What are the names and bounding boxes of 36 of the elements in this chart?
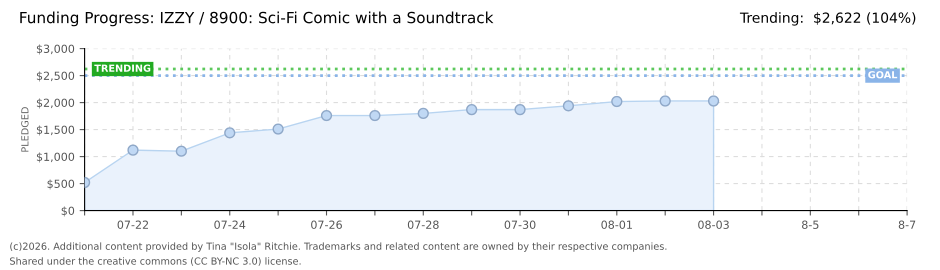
text: (c)2026. Additional content provided by Tina "Isola" Ritchie. Trademarks and related content are owned by their respective companies. — [10, 242, 666, 252]
y-tick-label: $2,000 — [36, 98, 74, 108]
x-tick-label: 08-03 — [698, 220, 729, 229]
y-axis-title: PLEDGED — [21, 107, 29, 152]
x-tick-label: 07-24 — [214, 220, 246, 229]
y-tick-label: $1,500 — [36, 125, 74, 136]
point — [466, 104, 478, 116]
ref-line-label: GOAL — [868, 71, 898, 78]
point — [514, 104, 526, 116]
point — [127, 144, 139, 156]
ref-line-label: TRENDING — [94, 64, 150, 72]
point — [708, 95, 720, 107]
point — [418, 108, 429, 120]
y-tick-label: $3,000 — [36, 44, 74, 54]
x-tick-label: 07-30 — [504, 220, 536, 229]
point — [224, 127, 236, 138]
chart-title: Funding Progress: IZZY / 8900: Sci-Fi Comic with a Soundtrack — [20, 12, 494, 26]
point — [369, 110, 380, 122]
point — [611, 96, 622, 108]
point — [272, 123, 284, 135]
chart-subtitle: Trending: $2,622 (104%) — [740, 12, 916, 26]
point — [660, 95, 671, 107]
x-tick-label: 8-7 — [898, 220, 916, 229]
point — [320, 110, 332, 122]
y-tick-label: $1,000 — [36, 152, 74, 162]
point — [562, 100, 574, 112]
x-tick-label: 8-5 — [802, 220, 818, 229]
x-tick-label: 07-22 — [118, 220, 148, 229]
x-tick-label: 07-28 — [408, 220, 439, 229]
y-tick-label: $0 — [62, 206, 74, 216]
text: Shared under the creative commons (CC BY-NC 3.0) license. — [10, 257, 301, 266]
y-tick-label: $2,500 — [36, 71, 74, 82]
point — [176, 146, 187, 157]
x-tick-label: 07-26 — [311, 220, 342, 229]
x-tick-label: 08-01 — [601, 220, 632, 229]
y-tick-label: $500 — [48, 179, 74, 190]
